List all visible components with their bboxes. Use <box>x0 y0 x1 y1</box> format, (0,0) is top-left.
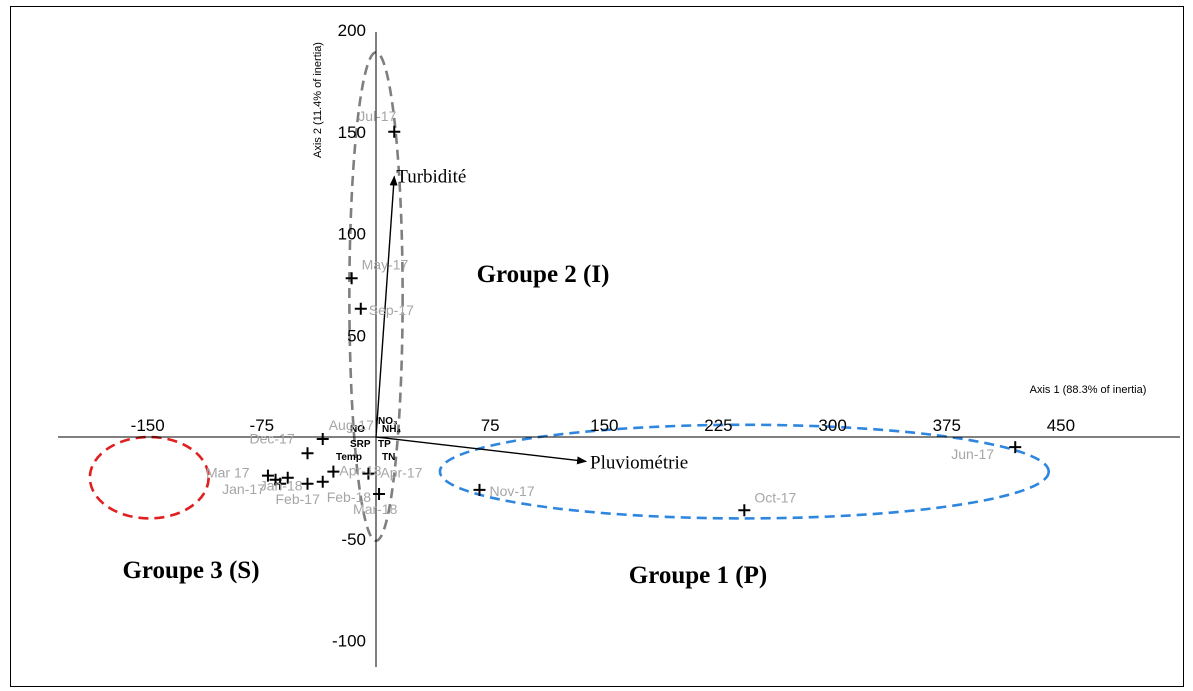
data-point-label: Jan-18 <box>260 478 303 494</box>
data-point-marker <box>301 477 314 490</box>
data-point-marker <box>354 302 367 315</box>
data-point-label: Apr-18 <box>339 463 381 479</box>
x-tick-label: 450 <box>1047 416 1075 435</box>
small-variable-label: NH₄ <box>382 424 401 435</box>
data-point-marker <box>1009 441 1022 454</box>
small-variable-label: NO₃ <box>378 416 398 427</box>
small-variable-label: TP <box>378 439 391 450</box>
data-point-marker <box>327 465 340 478</box>
x-axis-title: Axis 1 (88.3% of inertia) <box>1030 384 1147 396</box>
group-ellipse-3 <box>88 435 210 520</box>
data-point-label: Oct-17 <box>754 489 796 505</box>
data-point-marker <box>269 473 282 486</box>
data-point-label: Jul-17 <box>358 108 396 124</box>
data-point-label: Jan-17 <box>222 481 265 497</box>
x-tick-label: -75 <box>250 416 275 435</box>
data-point-label: Sep-17 <box>369 302 414 318</box>
data-point-label: May-17 <box>362 256 409 272</box>
group-label-2: Groupe 2 (I) <box>477 261 610 288</box>
data-point-label: Dec-17 <box>250 430 295 446</box>
chart-frame <box>10 6 1184 687</box>
data-point-label: Nov-17 <box>489 483 534 499</box>
y-tick-label: 50 <box>347 326 366 345</box>
data-point-marker <box>473 483 486 496</box>
data-point-marker <box>281 471 294 484</box>
data-point-label: Aug-17 <box>329 417 374 433</box>
small-variable-label: SRP <box>350 439 371 450</box>
data-point-label: Feb-18 <box>327 489 372 505</box>
group-ellipse-2 <box>438 423 1051 520</box>
vector-label-turbidite: Turbidité <box>396 167 466 188</box>
group-label-3: Groupe 3 (S) <box>122 557 259 584</box>
x-tick-label: 150 <box>590 416 618 435</box>
data-point-marker <box>362 467 375 480</box>
data-point-marker <box>345 272 358 285</box>
data-point-marker <box>388 125 401 138</box>
data-point-label: Apr-17 <box>380 465 422 481</box>
data-point-label: Mar 17 <box>206 465 250 481</box>
y-tick-label: 200 <box>338 21 366 40</box>
small-variable-label: Temp <box>336 452 362 463</box>
x-tick-label: 225 <box>704 416 732 435</box>
x-tick-label: 75 <box>481 416 500 435</box>
data-point-marker <box>738 504 751 517</box>
group-label-1: Groupe 1 (P) <box>629 562 767 589</box>
vector-label-pluviometrie: Pluviométrie <box>590 452 688 473</box>
data-point-label: Feb-17 <box>276 491 321 507</box>
y-tick-label: 100 <box>338 225 366 244</box>
data-point-label: Jun-17 <box>951 446 994 462</box>
y-tick-label: -100 <box>332 632 366 651</box>
vector-arrow-2 <box>375 436 588 465</box>
x-tick-label: -150 <box>131 416 165 435</box>
y-axis-title: Axis 2 (11.4% of inertia) <box>312 42 324 158</box>
data-point-marker <box>301 447 314 460</box>
small-variable-label: NO <box>350 424 365 435</box>
data-point-label: Mar-18 <box>353 501 398 517</box>
data-point-marker <box>316 475 329 488</box>
data-point-marker <box>373 487 386 500</box>
y-tick-label: 150 <box>338 123 366 142</box>
small-variable-label: TN <box>382 452 395 463</box>
vector-arrow-1 <box>375 175 398 438</box>
data-point-marker <box>316 433 329 446</box>
y-tick-label: -50 <box>341 530 366 549</box>
x-tick-label: 375 <box>933 416 961 435</box>
data-point-marker <box>261 469 274 482</box>
x-tick-label: 300 <box>818 416 846 435</box>
